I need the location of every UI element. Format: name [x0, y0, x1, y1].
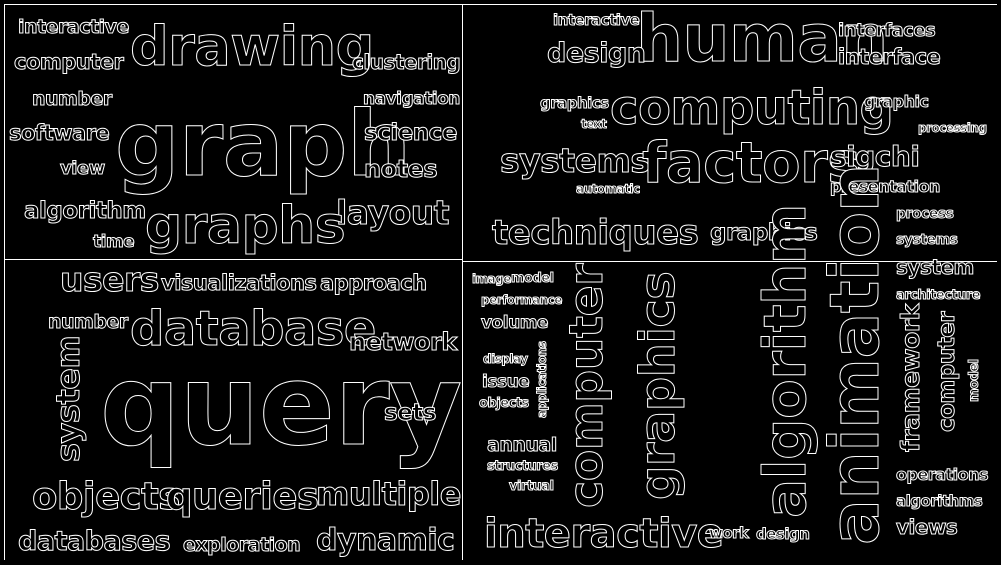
word-systems: systems	[895, 232, 958, 248]
word-interfaces: interfaces	[837, 20, 936, 41]
word-system: system	[896, 255, 975, 279]
word-graphics: graphics	[540, 94, 610, 112]
word-objects: objects	[479, 396, 530, 411]
word-views: views	[895, 515, 958, 539]
word-text: text	[580, 117, 607, 131]
word-annual: annual	[487, 434, 558, 456]
word-virtual: virtual	[509, 479, 555, 494]
word-number: number	[32, 88, 113, 110]
word-science: science	[364, 120, 458, 146]
word-architecture: architecture	[895, 288, 981, 303]
word-databases: databases	[17, 526, 171, 557]
word-human: human	[636, 0, 889, 77]
word-users: users	[60, 260, 160, 299]
word-computer: computer	[934, 311, 961, 432]
word-visualizations: visualizations	[160, 271, 317, 295]
word-computer: computer	[13, 50, 124, 74]
word-objects: objects	[32, 475, 181, 518]
word-animation: animation	[816, 164, 896, 546]
word-performance: performance	[481, 293, 563, 307]
word-image: image	[472, 272, 512, 286]
word-interactive: interactive	[552, 11, 640, 29]
word-structures: structures	[487, 459, 559, 474]
word-design: design	[547, 38, 647, 69]
word-issue: issue	[481, 372, 530, 392]
word-time: time	[92, 232, 135, 252]
word-view: view	[60, 158, 106, 179]
word-algorithm: algorithm	[24, 198, 147, 224]
word-display: display	[483, 352, 529, 366]
word-exploration: exploration	[182, 534, 301, 556]
word-work: work	[709, 524, 750, 542]
word-multiple: multiple	[316, 475, 462, 513]
word-clustering: clustering	[351, 50, 461, 74]
word-operations: operations	[895, 465, 989, 484]
word-framework: framework	[896, 304, 926, 453]
word-design: design	[755, 525, 810, 543]
word-volume: volume	[481, 313, 549, 333]
word-system: system	[49, 335, 88, 462]
word-graphs: graphs	[144, 196, 346, 256]
word-query: query	[100, 341, 463, 471]
word-notes: notes	[363, 155, 438, 183]
word-layout: layout	[335, 193, 450, 232]
word-interface: interface	[837, 45, 941, 69]
word-graphics: graphics	[630, 271, 687, 500]
word-drawing: drawing	[130, 15, 375, 78]
word-process: process	[896, 206, 955, 222]
word-sets: sets	[384, 400, 437, 426]
frame-left	[4, 4, 5, 560]
word-model: model	[511, 271, 555, 286]
word-interactive: interactive	[18, 16, 130, 38]
word-applications: applications	[535, 341, 550, 419]
word-graphic: graphic	[863, 92, 929, 111]
word-sigchi: sigchi	[829, 140, 920, 173]
frame-top	[4, 4, 997, 5]
divider-left-horizontal	[4, 259, 462, 260]
divider-right-horizontal	[462, 261, 997, 262]
divider-vertical	[462, 4, 463, 560]
word-queries: queries	[165, 475, 319, 518]
word-software: software	[8, 121, 110, 145]
word-model: model	[967, 359, 983, 403]
word-techniques: techniques	[491, 213, 699, 253]
word-processing: processing	[918, 121, 988, 135]
word-automatic: automatic	[576, 182, 641, 196]
word-algorithms: algorithms	[895, 492, 983, 510]
word-database: database	[130, 301, 377, 357]
word-interactive: interactive	[483, 511, 724, 557]
word-navigation: navigation	[363, 89, 461, 109]
word-algorithm: algorithm	[751, 204, 820, 519]
word-presentation: presentation	[830, 177, 941, 196]
word-systems: systems	[499, 141, 650, 180]
word-network: network	[349, 328, 458, 356]
word-graphics: graphics	[709, 220, 818, 246]
word-graph: graph	[115, 92, 412, 197]
word-approach: approach	[320, 271, 428, 295]
word-dynamic: dynamic	[315, 523, 455, 558]
word-factors: factors	[641, 131, 861, 196]
word-computing: computing	[609, 80, 894, 136]
word-number: number	[48, 311, 129, 333]
word-computer: computer	[559, 263, 614, 508]
